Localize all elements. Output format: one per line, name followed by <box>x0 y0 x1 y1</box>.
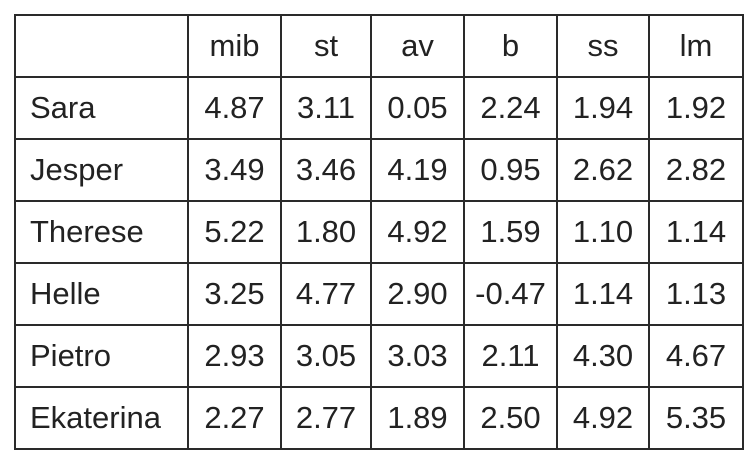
table-cell: -0.47 <box>463 262 558 326</box>
table-cell: 1.13 <box>648 262 744 326</box>
table-cell: 4.19 <box>370 138 465 202</box>
table-cell: 1.59 <box>463 200 558 264</box>
table-cell: 1.89 <box>370 386 465 450</box>
header-cell: b <box>463 14 558 78</box>
table-cell: 2.24 <box>463 76 558 140</box>
row-label: Helle <box>14 262 189 326</box>
table-cell: 4.77 <box>280 262 372 326</box>
table-cell: 4.92 <box>370 200 465 264</box>
table-cell: 3.03 <box>370 324 465 388</box>
header-cell: av <box>370 14 465 78</box>
header-cell: st <box>280 14 372 78</box>
table-cell: 2.90 <box>370 262 465 326</box>
header-cell: lm <box>648 14 744 78</box>
header-cell-corner <box>14 14 189 78</box>
table-cell: 3.46 <box>280 138 372 202</box>
table-cell: 1.94 <box>556 76 650 140</box>
data-table: mib st av b ss lm Sara 4.87 3.11 0.05 2.… <box>14 14 744 450</box>
table-cell: 3.11 <box>280 76 372 140</box>
table-cell: 3.25 <box>187 262 282 326</box>
table-row: Pietro 2.93 3.05 3.03 2.11 4.30 4.67 <box>14 324 744 388</box>
table-cell: 2.50 <box>463 386 558 450</box>
table-cell: 0.95 <box>463 138 558 202</box>
table-cell: 2.82 <box>648 138 744 202</box>
table-cell: 1.92 <box>648 76 744 140</box>
table-row: Therese 5.22 1.80 4.92 1.59 1.10 1.14 <box>14 200 744 264</box>
table-cell: 4.87 <box>187 76 282 140</box>
table-cell: 2.93 <box>187 324 282 388</box>
header-cell: ss <box>556 14 650 78</box>
table-cell: 5.22 <box>187 200 282 264</box>
row-label: Jesper <box>14 138 189 202</box>
table-cell: 1.10 <box>556 200 650 264</box>
table-row: Helle 3.25 4.77 2.90 -0.47 1.14 1.13 <box>14 262 744 326</box>
table-cell: 1.14 <box>648 200 744 264</box>
table-cell: 5.35 <box>648 386 744 450</box>
table-row: Jesper 3.49 3.46 4.19 0.95 2.62 2.82 <box>14 138 744 202</box>
table-row: Sara 4.87 3.11 0.05 2.24 1.94 1.92 <box>14 76 744 140</box>
header-cell: mib <box>187 14 282 78</box>
row-label: Ekaterina <box>14 386 189 450</box>
table-cell: 2.62 <box>556 138 650 202</box>
table-cell: 3.05 <box>280 324 372 388</box>
table-cell: 0.05 <box>370 76 465 140</box>
row-label: Therese <box>14 200 189 264</box>
table-cell: 2.11 <box>463 324 558 388</box>
table-cell: 1.14 <box>556 262 650 326</box>
table-cell: 2.27 <box>187 386 282 450</box>
table-row: Ekaterina 2.27 2.77 1.89 2.50 4.92 5.35 <box>14 386 744 450</box>
table-cell: 4.67 <box>648 324 744 388</box>
row-label: Sara <box>14 76 189 140</box>
row-label: Pietro <box>14 324 189 388</box>
table-cell: 4.92 <box>556 386 650 450</box>
header-row: mib st av b ss lm <box>14 14 744 78</box>
table-cell: 2.77 <box>280 386 372 450</box>
table-cell: 3.49 <box>187 138 282 202</box>
table-cell: 4.30 <box>556 324 650 388</box>
table-cell: 1.80 <box>280 200 372 264</box>
